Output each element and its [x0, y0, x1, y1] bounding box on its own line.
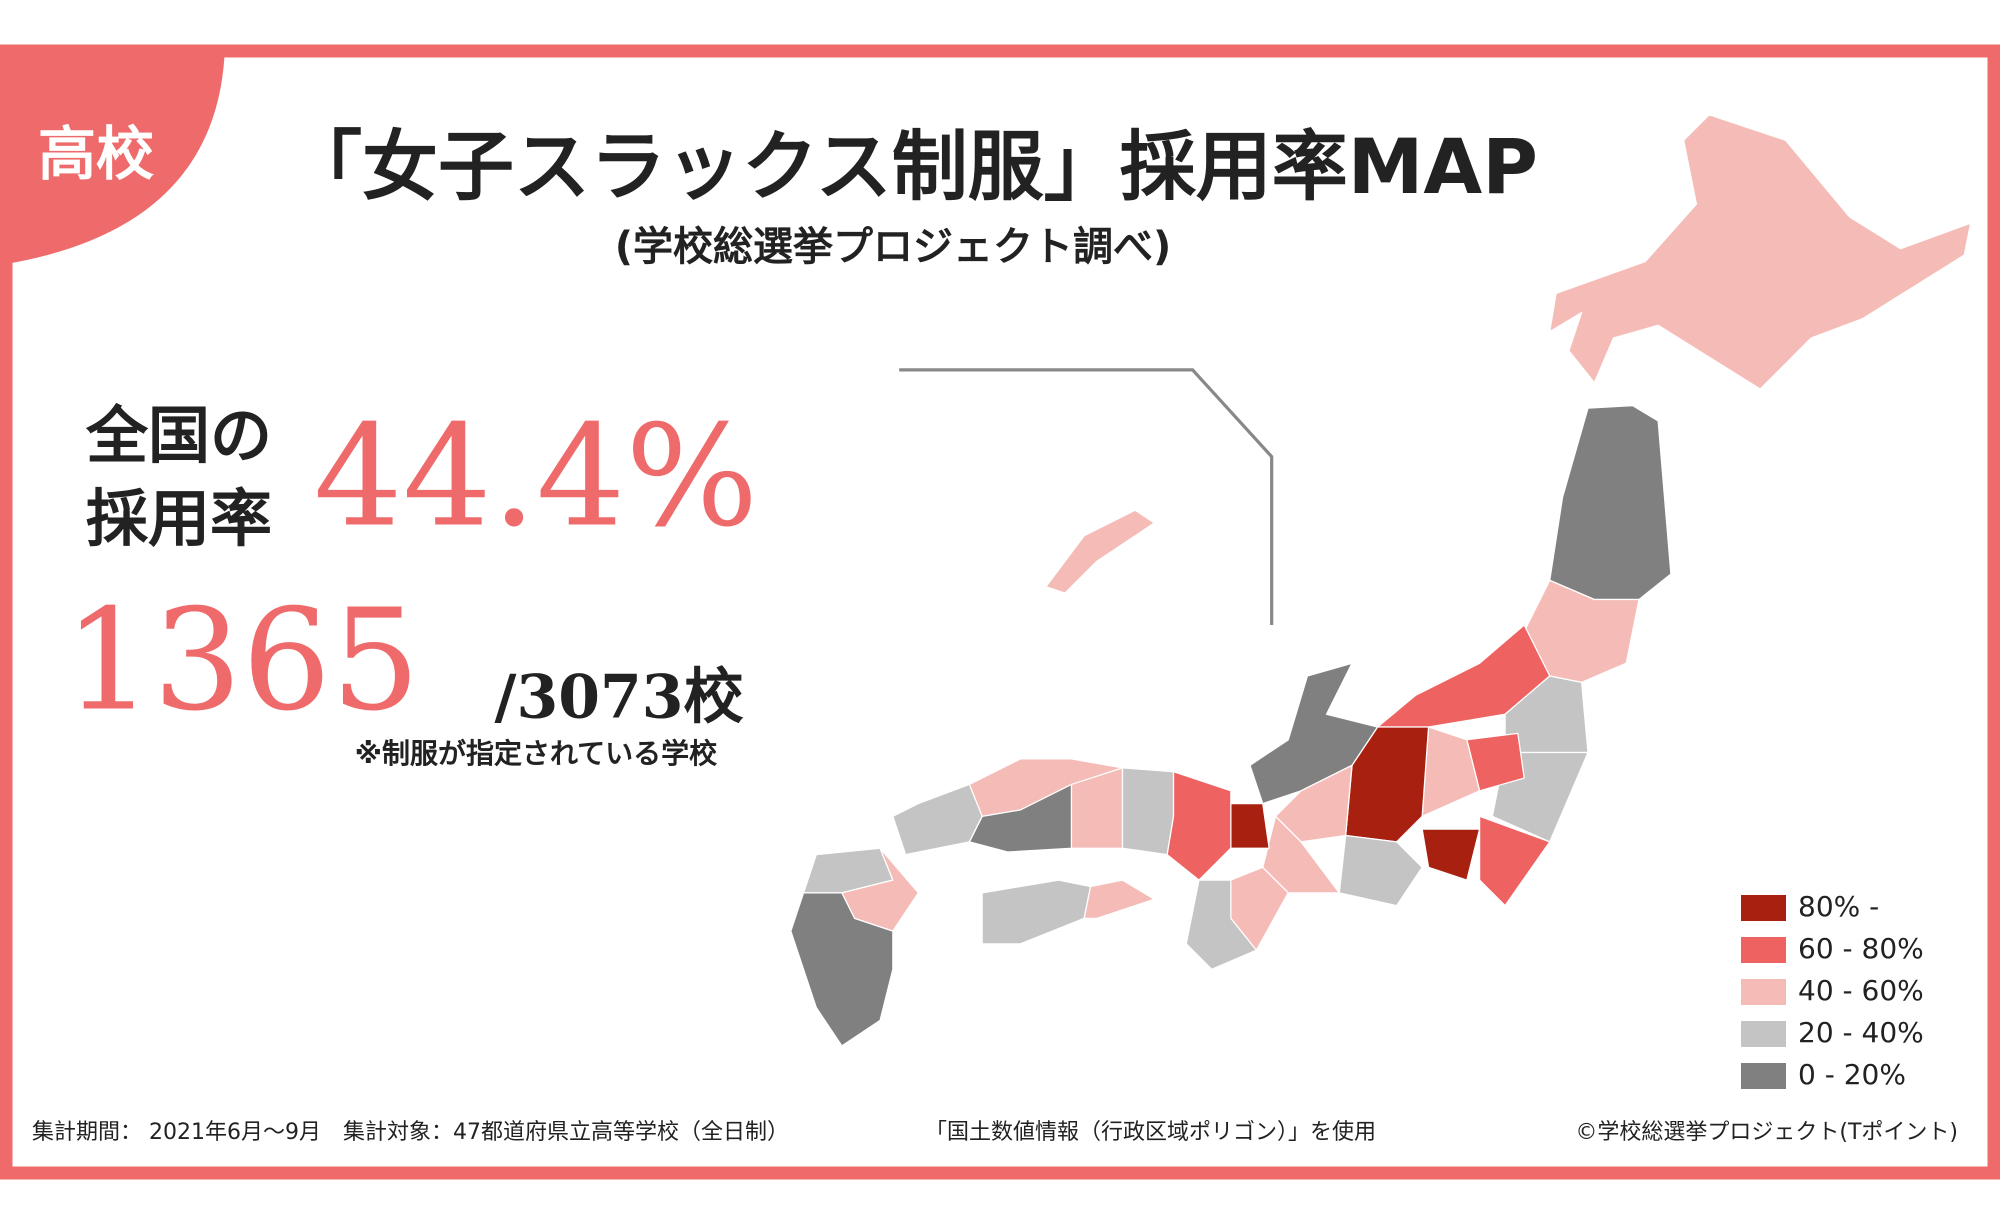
- count: 1365: [64, 580, 420, 743]
- legend-label: 80% -: [1798, 890, 1879, 923]
- okinawa-divider: [899, 368, 1274, 625]
- legend-swatch: [1741, 937, 1786, 963]
- badge-shape: [0, 45, 225, 265]
- legend-label: 40 - 60%: [1798, 974, 1924, 1007]
- legend-swatch: [1741, 1021, 1786, 1047]
- legend-swatch: [1741, 895, 1786, 921]
- legend-swatch: [1741, 979, 1786, 1005]
- stat-label: 全国の: [85, 399, 272, 472]
- subtitle: (学校総選挙プロジェクト調べ): [615, 224, 1172, 270]
- legend-swatch: [1741, 1063, 1786, 1089]
- badge: 高校: [38, 120, 154, 188]
- title: 「女子スラックス制服」採用率MAP: [286, 122, 1538, 211]
- legend: 80% - 60 - 80% 40 - 60% 20 - 40% 0 - 20%: [1741, 890, 1924, 1091]
- footer-source: 「国土数値情報（行政区域ポリゴン）」を使用: [925, 1120, 1376, 1145]
- total: /3073校: [495, 663, 744, 733]
- region: [790, 892, 894, 1047]
- stat-label: 採用率: [86, 482, 272, 555]
- region: [1121, 767, 1175, 856]
- footer-period: 集計期間： 2021年6月〜9月 集計対象：47都道府県立高等学校（全日制）: [32, 1120, 789, 1145]
- rate: 44.4%: [314, 396, 759, 559]
- region: [1045, 509, 1155, 594]
- region: [1083, 879, 1155, 919]
- footer-credit: ©学校総選挙プロジェクト(Tポイント): [1575, 1120, 1958, 1145]
- region: [1421, 828, 1481, 881]
- region: [1230, 802, 1270, 849]
- legend-label: 20 - 40%: [1798, 1016, 1924, 1049]
- region: [1338, 834, 1423, 907]
- region: [1478, 815, 1551, 907]
- frame: [0, 44, 2000, 1180]
- region: [892, 783, 983, 856]
- region: [1185, 879, 1258, 971]
- region: [1549, 114, 1972, 390]
- note: ※制服が指定されている学校: [355, 737, 718, 770]
- legend-label: 60 - 80%: [1798, 932, 1924, 965]
- legend-label: 0 - 20%: [1798, 1058, 1906, 1091]
- map: [790, 114, 1972, 1047]
- region: [1262, 815, 1340, 894]
